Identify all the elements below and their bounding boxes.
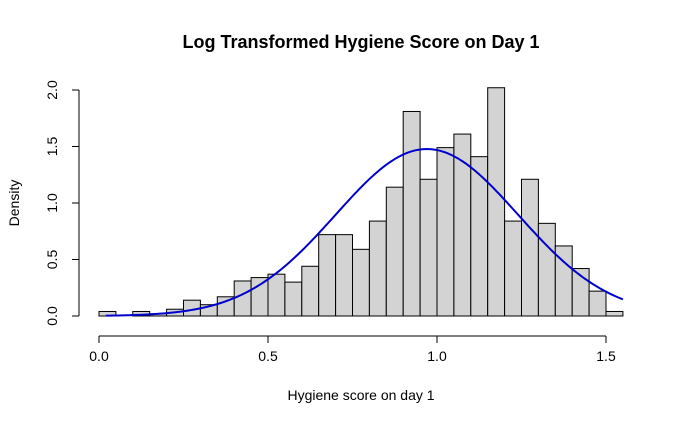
x-tick-label: 0.0 [89,348,109,364]
x-tick-label: 1.5 [596,348,616,364]
density-curve [105,148,624,317]
histogram-bar [284,281,303,317]
histogram-bar [301,265,320,317]
histogram-bar [537,222,556,317]
y-tick-label: 1.0 [44,193,60,213]
histogram-bar [588,290,607,317]
y-tick-label: 2.0 [44,80,60,100]
histogram-bar [368,220,387,317]
histogram-bar [487,87,506,317]
x-tick-label: 0.5 [258,348,278,364]
histogram-bar [419,178,438,317]
y-tick-label: 0.5 [44,250,60,270]
histogram-bar [318,234,337,317]
histogram-bar [605,310,624,317]
y-axis-label: Density [6,180,22,227]
curve-layer [105,148,624,317]
histogram-bar [385,186,404,317]
x-axis: 0.0 0.5 1.0 1.5 [89,335,616,364]
histogram-bar [250,277,269,317]
chart-title: Log Transformed Hygiene Score on Day 1 [182,32,539,52]
bars-layer [98,87,624,317]
x-tick-label: 1.0 [427,348,447,364]
histogram-bar [402,110,421,317]
y-axis: 0.0 0.5 1.0 1.5 2.0 [44,80,80,326]
y-tick-label: 1.5 [44,137,60,157]
histogram-bar [233,280,252,317]
histogram-bar [521,178,539,317]
histogram-bar [436,147,455,317]
histogram-bar [267,273,286,317]
histogram-bar [335,234,354,317]
histogram-bar [504,220,523,317]
y-tick-label: 0.0 [44,306,60,326]
histogram-bar [352,248,370,317]
x-axis-label: Hygiene score on day 1 [287,387,434,403]
